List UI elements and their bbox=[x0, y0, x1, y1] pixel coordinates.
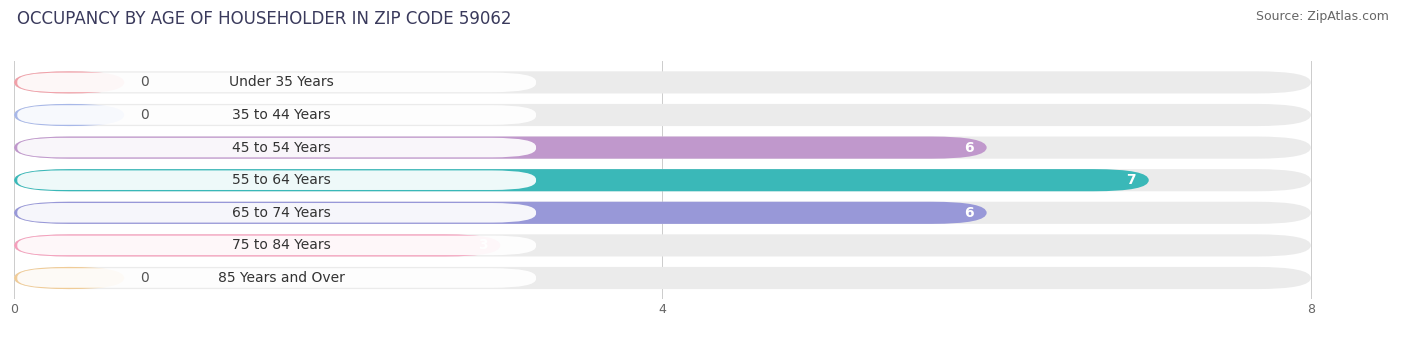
FancyBboxPatch shape bbox=[14, 71, 124, 94]
FancyBboxPatch shape bbox=[14, 234, 1310, 256]
Text: 45 to 54 Years: 45 to 54 Years bbox=[232, 141, 330, 155]
FancyBboxPatch shape bbox=[14, 137, 1310, 159]
FancyBboxPatch shape bbox=[17, 73, 536, 92]
FancyBboxPatch shape bbox=[14, 169, 1149, 191]
FancyBboxPatch shape bbox=[14, 267, 1310, 289]
FancyBboxPatch shape bbox=[17, 105, 536, 125]
FancyBboxPatch shape bbox=[14, 71, 1310, 94]
FancyBboxPatch shape bbox=[14, 137, 987, 159]
Text: 35 to 44 Years: 35 to 44 Years bbox=[232, 108, 330, 122]
FancyBboxPatch shape bbox=[14, 234, 501, 256]
FancyBboxPatch shape bbox=[17, 268, 536, 288]
FancyBboxPatch shape bbox=[14, 202, 1310, 224]
FancyBboxPatch shape bbox=[14, 169, 1310, 191]
FancyBboxPatch shape bbox=[17, 170, 536, 190]
Text: 6: 6 bbox=[965, 206, 974, 220]
Text: Under 35 Years: Under 35 Years bbox=[229, 75, 333, 89]
FancyBboxPatch shape bbox=[17, 203, 536, 223]
Text: 3: 3 bbox=[478, 238, 488, 252]
FancyBboxPatch shape bbox=[14, 104, 124, 126]
Text: 0: 0 bbox=[141, 108, 149, 122]
FancyBboxPatch shape bbox=[14, 267, 124, 289]
Text: 0: 0 bbox=[141, 271, 149, 285]
Text: OCCUPANCY BY AGE OF HOUSEHOLDER IN ZIP CODE 59062: OCCUPANCY BY AGE OF HOUSEHOLDER IN ZIP C… bbox=[17, 10, 512, 28]
Text: 75 to 84 Years: 75 to 84 Years bbox=[232, 238, 330, 252]
Text: 6: 6 bbox=[965, 141, 974, 155]
Text: 85 Years and Over: 85 Years and Over bbox=[218, 271, 344, 285]
Text: Source: ZipAtlas.com: Source: ZipAtlas.com bbox=[1256, 10, 1389, 23]
FancyBboxPatch shape bbox=[17, 138, 536, 157]
Text: 0: 0 bbox=[141, 75, 149, 89]
Text: 65 to 74 Years: 65 to 74 Years bbox=[232, 206, 330, 220]
FancyBboxPatch shape bbox=[17, 236, 536, 255]
FancyBboxPatch shape bbox=[14, 104, 1310, 126]
FancyBboxPatch shape bbox=[14, 202, 987, 224]
Text: 7: 7 bbox=[1126, 173, 1136, 187]
Text: 55 to 64 Years: 55 to 64 Years bbox=[232, 173, 330, 187]
